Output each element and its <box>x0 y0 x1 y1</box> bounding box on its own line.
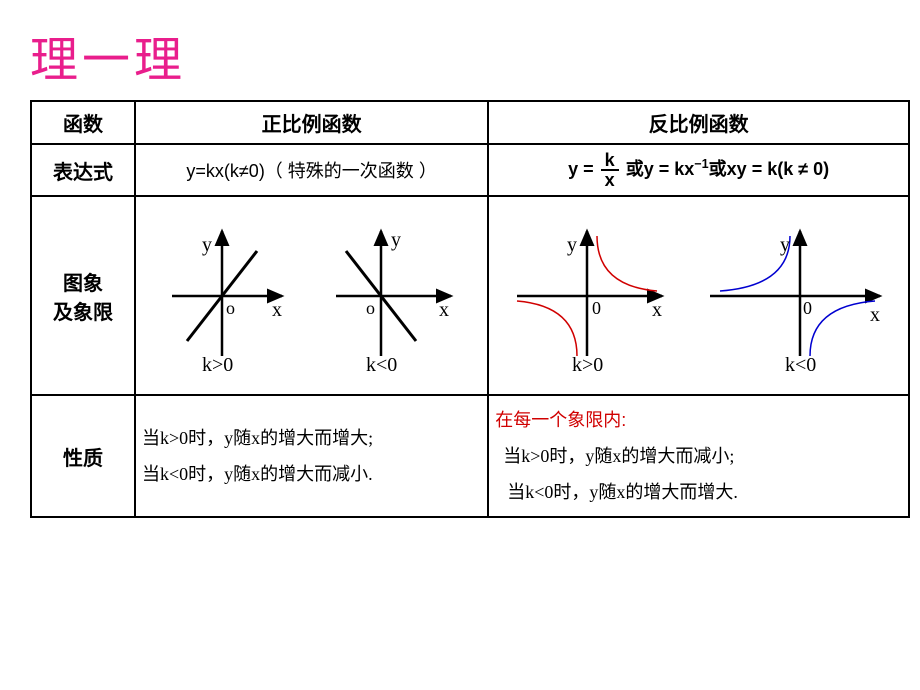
expr-or2: 或 <box>709 159 727 179</box>
inv-prop-header: 在每一个象限内: <box>495 402 902 438</box>
origin-label: 0 <box>592 298 601 318</box>
origin-label: o <box>366 298 375 318</box>
expr-xy: xy <box>727 159 747 179</box>
expr-kx: kx <box>674 159 694 179</box>
inv-prop-line2: 当k<0时，y随x的增大而增大. <box>495 474 902 510</box>
frac-num: k <box>601 151 619 171</box>
expr-fraction: k x <box>601 151 619 189</box>
frac-den: x <box>601 171 619 189</box>
axis-y-label: y <box>567 234 577 256</box>
row-label-graph: 图象及象限 <box>31 196 135 395</box>
header-function: 函数 <box>31 101 135 144</box>
expr-or1: 或 <box>626 159 644 179</box>
kpos-label: k>0 <box>202 354 233 376</box>
axis-y-label: y <box>202 234 212 256</box>
comparison-table: 函数 正比例函数 反比例函数 表达式 y=kx(k≠0)（ 特殊的一次函数 ） … <box>30 100 910 518</box>
inverse-graph-kneg: y x 0 k<0 <box>700 216 890 376</box>
inverse-properties: 在每一个象限内: 当k>0时，y随x的增大而减小; 当k<0时，y随x的增大而增… <box>488 395 909 517</box>
proportional-graphs: y x o k>0 y x o <box>135 196 488 395</box>
header-inverse: 反比例函数 <box>488 101 909 144</box>
proportional-properties: 当k>0时，y随x的增大而增大; 当k<0时，y随x的增大而减小. <box>135 395 488 517</box>
kneg-label: k<0 <box>366 354 397 376</box>
axis-y-label: y <box>391 229 401 251</box>
proportional-graph-kneg: y x o k<0 <box>321 216 471 376</box>
expr-kneq0: k(k ≠ 0) <box>767 159 829 179</box>
row-label-properties: 性质 <box>31 395 135 517</box>
proportional-expression: y=kx(k≠0)（ 特殊的一次函数 ） <box>135 144 488 196</box>
origin-label: 0 <box>803 298 812 318</box>
expr-eq3: = <box>752 159 763 179</box>
axis-x-label: x <box>652 299 662 321</box>
origin-label: o <box>226 298 235 318</box>
expr-pow: −1 <box>694 157 708 171</box>
page-title: 理一理 <box>30 20 900 90</box>
expr-y: y <box>568 159 578 179</box>
inv-prop-line1: 当k>0时，y随x的增大而减小; <box>495 438 902 474</box>
expr-eq2: = <box>659 159 670 179</box>
proportional-graph-kpos: y x o k>0 <box>152 216 302 376</box>
inverse-graph-kpos: y x 0 k>0 <box>507 216 677 376</box>
prop-line1: 当k>0时，y随x的增大而增大; <box>142 420 481 456</box>
axis-x-label: x <box>439 299 449 321</box>
axis-x-label: x <box>272 299 282 321</box>
kneg-label: k<0 <box>785 354 816 376</box>
axis-x-label: x <box>870 304 880 326</box>
expr-y2: y <box>644 159 654 179</box>
inverse-expression: y = k x 或y = kx−1或xy = k(k ≠ 0) <box>488 144 909 196</box>
inverse-graphs: y x 0 k>0 y x <box>488 196 909 395</box>
prop-line2: 当k<0时，y随x的增大而减小. <box>142 456 481 492</box>
expr-eq1: = <box>583 159 594 179</box>
row-label-expression: 表达式 <box>31 144 135 196</box>
header-proportional: 正比例函数 <box>135 101 488 144</box>
kpos-label: k>0 <box>572 354 603 376</box>
axis-y-label: y <box>780 234 790 256</box>
